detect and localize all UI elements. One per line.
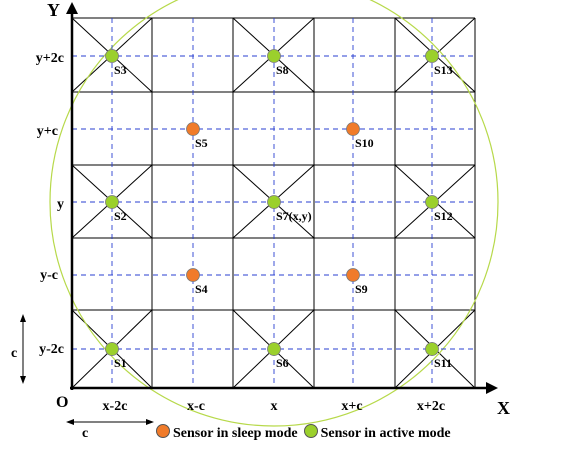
sensor-node — [105, 195, 119, 209]
vertical-dimension-label: c — [11, 346, 17, 361]
sensor-node — [186, 122, 200, 136]
x-axis-name: X — [497, 398, 510, 418]
sensor-node — [267, 195, 281, 209]
sensor-label: S1 — [114, 356, 127, 370]
sensor-node — [267, 342, 281, 356]
y-tick-3: y-c — [40, 268, 58, 283]
coverage-circle — [49, 0, 499, 427]
sensor-label: S8 — [276, 63, 289, 77]
sensor-node — [425, 195, 439, 209]
axis-labels: Y X O x-2c x-c x x+c x+2c y+2c y+c y y-c… — [11, 0, 510, 441]
sensor-label: S4 — [195, 282, 208, 296]
x-tick-4: x+2c — [417, 399, 445, 414]
coverage-circle-outline — [49, 0, 499, 427]
dimension-arrowhead-icon — [146, 419, 154, 425]
axes — [20, 2, 498, 425]
y-tick-1: y+c — [37, 124, 58, 139]
sensor-label: S10 — [355, 136, 374, 150]
x-tick-3: x+c — [341, 399, 362, 414]
sensor-node — [346, 122, 360, 136]
sensor-node — [105, 49, 119, 63]
legend-sleep-label: Sensor in sleep mode — [173, 426, 298, 441]
sensor-node — [425, 342, 439, 356]
sensor-label: S12 — [434, 209, 453, 223]
sensor-label: S2 — [114, 209, 127, 223]
y-axis-name: Y — [47, 0, 60, 20]
y-tick-2: y — [57, 197, 64, 212]
sensor-node — [186, 268, 200, 282]
legend-active-label: Sensor in active mode — [320, 426, 451, 441]
sensor-node — [346, 268, 360, 282]
dimension-arrowhead-icon — [20, 376, 26, 384]
x-tick-0: x-2c — [103, 399, 128, 414]
horizontal-dimension-label: c — [82, 426, 88, 441]
sensor-node — [105, 342, 119, 356]
sensor-node — [425, 49, 439, 63]
sensors: S3 S8 S13 S5 S10 S2 S7(x,y) S12 S4 S9 S1 S6 S11 — [105, 49, 453, 370]
x-axis-arrow-icon — [486, 382, 498, 394]
y-tick-0: y+2c — [36, 51, 64, 66]
sensor-label: S7(x,y) — [276, 209, 312, 223]
dimension-arrowhead-icon — [66, 419, 74, 425]
sensor-label: S13 — [434, 63, 453, 77]
active-marker-icon — [303, 424, 318, 438]
y-tick-4: y-2c — [39, 342, 64, 357]
sensor-label: S11 — [434, 356, 452, 370]
sensor-node — [267, 49, 281, 63]
sensor-label: S9 — [355, 282, 368, 296]
sensor-label: S6 — [276, 356, 289, 370]
x-tick-1: x-c — [187, 399, 205, 414]
legend: Sensor in sleep mode Sensor in active mod… — [150, 424, 451, 442]
sleep-marker-icon — [156, 424, 170, 438]
x-tick-2: x — [271, 399, 278, 414]
y-axis-arrow-icon — [66, 2, 78, 14]
dimension-arrowhead-icon — [20, 314, 26, 322]
origin-label: O — [56, 394, 68, 411]
sensor-label: S5 — [195, 136, 208, 150]
sensor-label: S3 — [114, 63, 127, 77]
